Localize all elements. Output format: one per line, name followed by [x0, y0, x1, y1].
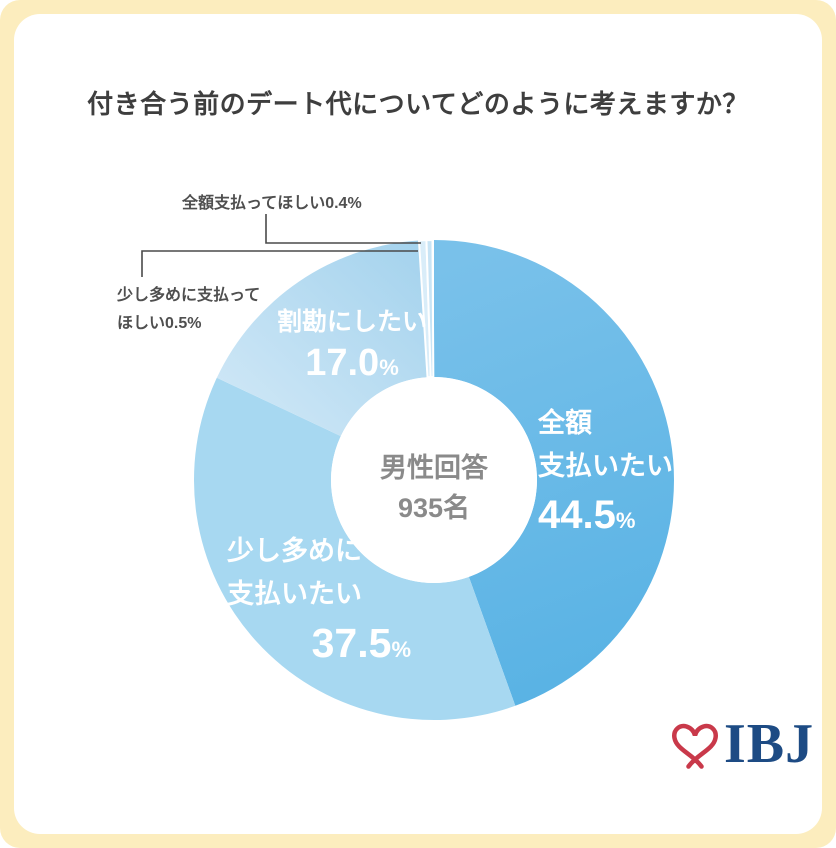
respondent-count: 935名 [397, 493, 471, 523]
donut-segment-0 [434, 240, 674, 706]
segment-label-bit-more-line2: 支払いたい [227, 579, 362, 609]
callout-want-bit-more-line1: 少し多めに支払って [117, 287, 261, 304]
leader-line-want-full-pay [265, 214, 421, 244]
segment-label-full-pay-line2: 支払いたい [538, 451, 673, 481]
segment-label-bit-more-value: 37.5% [311, 620, 411, 666]
donut-segment-4 [425, 238, 435, 379]
ibj-logo: IBJ [670, 716, 814, 772]
segment-label-full-pay-line1: 全額 [538, 408, 592, 438]
segment-label-full-pay: 全額 支払いたい 44.5% [538, 408, 673, 537]
donut-hole [331, 377, 537, 583]
leader-line-want-bit-more [141, 250, 418, 277]
segment-label-split-text: 割勘にしたい [276, 308, 427, 336]
segment-label-bit-more-line1: 少し多めに [227, 536, 362, 566]
callout-want-full-pay-text: 全額支払ってほしい0.4% [182, 195, 362, 212]
donut-segment-1 [193, 377, 516, 721]
segment-label-split-value: 17.0% [305, 342, 399, 384]
donut-chart [141, 214, 674, 721]
ibj-logo-text: IBJ [724, 713, 815, 775]
donut-segment-2 [216, 240, 428, 437]
segment-label-full-pay-value: 44.5% [538, 493, 636, 537]
heart-icon [672, 723, 718, 769]
donut-center-label: 男性回答 935名 [344, 448, 524, 528]
segment-label-bit-more: 少し多めに 支払いたい 37.5% [227, 538, 411, 664]
chart-title: 付き合う前のデート代についてどのように考えますか？ [87, 89, 749, 119]
chart-card: 付き合う前のデート代についてどのように考えますか？ 全額支払ってほしい0.4% … [14, 14, 822, 834]
callout-want-bit-more-line2: ほしい0.5% [117, 315, 202, 332]
callout-want-full-pay: 全額支払ってほしい0.4% [182, 190, 362, 218]
respondent-group: 男性回答 [380, 453, 488, 483]
segment-label-split: 割勘にしたい 17.0% [266, 308, 438, 384]
callout-want-bit-more: 少し多めに支払って ほしい0.5% [117, 282, 260, 338]
